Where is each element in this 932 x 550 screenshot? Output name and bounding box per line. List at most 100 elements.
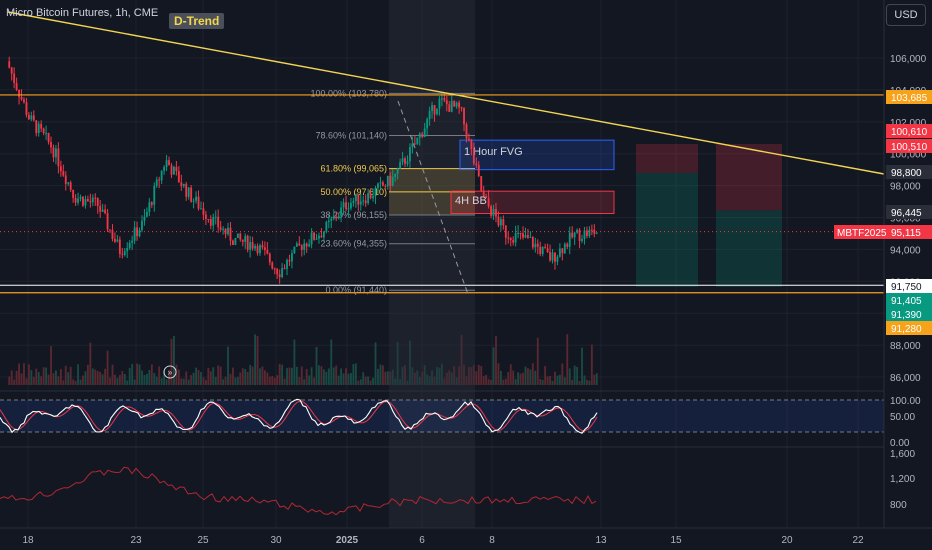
candle-body (57, 148, 60, 167)
candle-body (337, 216, 340, 219)
volume-bar (416, 370, 419, 385)
candle-body (465, 124, 468, 139)
volume-bar (276, 375, 279, 385)
volume-bar (111, 364, 114, 385)
indicator-badge[interactable]: D-Trend (169, 13, 225, 29)
candle-body (354, 193, 357, 202)
candle-body (369, 193, 372, 199)
volume-bar (357, 380, 360, 385)
oscillator-line (0, 398, 598, 434)
volume-bar (566, 334, 569, 385)
volume-bar (470, 367, 473, 385)
candle-body (527, 234, 529, 238)
downtrend-line (7, 11, 885, 175)
volume-bar (86, 364, 89, 385)
volume-bar (268, 376, 271, 385)
price-tag-label: 91,280 (891, 324, 922, 335)
volume-bar (143, 374, 146, 385)
x-tick-label: 20 (781, 535, 793, 546)
volume-bar (426, 374, 429, 385)
symbol-tag-label: MBTF2025 (837, 228, 887, 239)
volume-bar (539, 379, 542, 385)
candle-body (595, 232, 598, 234)
volume-bar (202, 377, 205, 385)
volume-bar (77, 364, 79, 385)
volume-bar (372, 377, 374, 385)
volume-bar (332, 367, 335, 385)
candlesticks (8, 56, 598, 284)
candle-body (268, 253, 271, 263)
candle-body (450, 101, 453, 112)
volume-bar (116, 378, 119, 385)
candle-body (364, 200, 367, 204)
volume-bar (212, 367, 215, 385)
volume-bar (531, 363, 534, 385)
volume-bar (64, 365, 67, 385)
volume-bar (241, 368, 244, 385)
volume-bar (69, 366, 72, 385)
volume-bar (340, 368, 343, 385)
volume-bar (384, 371, 387, 385)
candle-body (298, 243, 301, 246)
volume-bar (445, 372, 448, 385)
volume-bar (423, 365, 426, 385)
volume-bar (18, 363, 20, 385)
volume-bar (249, 364, 252, 385)
candle-body (391, 176, 394, 186)
volume-bar (386, 371, 389, 385)
volume-bar (499, 370, 502, 385)
price-tag (886, 307, 932, 321)
candle-body (409, 147, 411, 162)
volume-bar (104, 368, 107, 385)
candle-body (352, 201, 355, 203)
candle-body (182, 183, 185, 187)
fvg-box (459, 139, 615, 171)
candle-body (141, 220, 143, 231)
candle-body (229, 227, 232, 241)
candle-body (399, 162, 402, 169)
candle-body (517, 232, 520, 234)
x-tick-label: 22 (852, 535, 864, 546)
volume-bar (524, 366, 527, 385)
y-tick-label: 94,000 (890, 245, 921, 256)
volume-bar (359, 379, 362, 385)
candle-body (131, 240, 134, 243)
volume-bar (195, 367, 197, 385)
candle-body (318, 235, 320, 239)
volume-bar (354, 363, 357, 385)
candle-body (379, 182, 382, 184)
volume-bar (320, 366, 323, 385)
volume-bar (593, 374, 596, 385)
candle-body (406, 161, 409, 164)
volume-bar (261, 366, 264, 385)
candle-body (455, 102, 458, 107)
candle-body (214, 216, 217, 218)
volume-bar (190, 375, 193, 385)
candle-body (91, 197, 94, 203)
candle-body (512, 240, 515, 243)
candle-body (10, 67, 13, 74)
oscillator-tick-label: 0.00 (890, 438, 910, 449)
currency-button[interactable]: USD (886, 4, 926, 26)
volume-bar (219, 366, 222, 385)
volume-bar (541, 379, 544, 385)
candle-body (320, 235, 323, 238)
candle-body (325, 221, 328, 232)
candle-body (163, 167, 166, 171)
candle-body (13, 73, 16, 83)
volume-bar (576, 366, 579, 385)
volume-bar (155, 376, 158, 385)
candle-body (234, 237, 237, 245)
volume-bar (30, 370, 33, 385)
candle-body (568, 232, 571, 247)
volume-bar (502, 379, 505, 385)
volume-bar (401, 366, 404, 385)
fib-level-label: 38.20% (96,155) (320, 210, 387, 220)
volume-bar (263, 370, 266, 385)
volume-bar (94, 369, 97, 385)
volume-bar (40, 376, 43, 385)
price-tag-label: 96,445 (891, 208, 922, 219)
candle-body (342, 202, 345, 208)
volume-bar (443, 378, 446, 385)
volume-bar (335, 365, 338, 385)
